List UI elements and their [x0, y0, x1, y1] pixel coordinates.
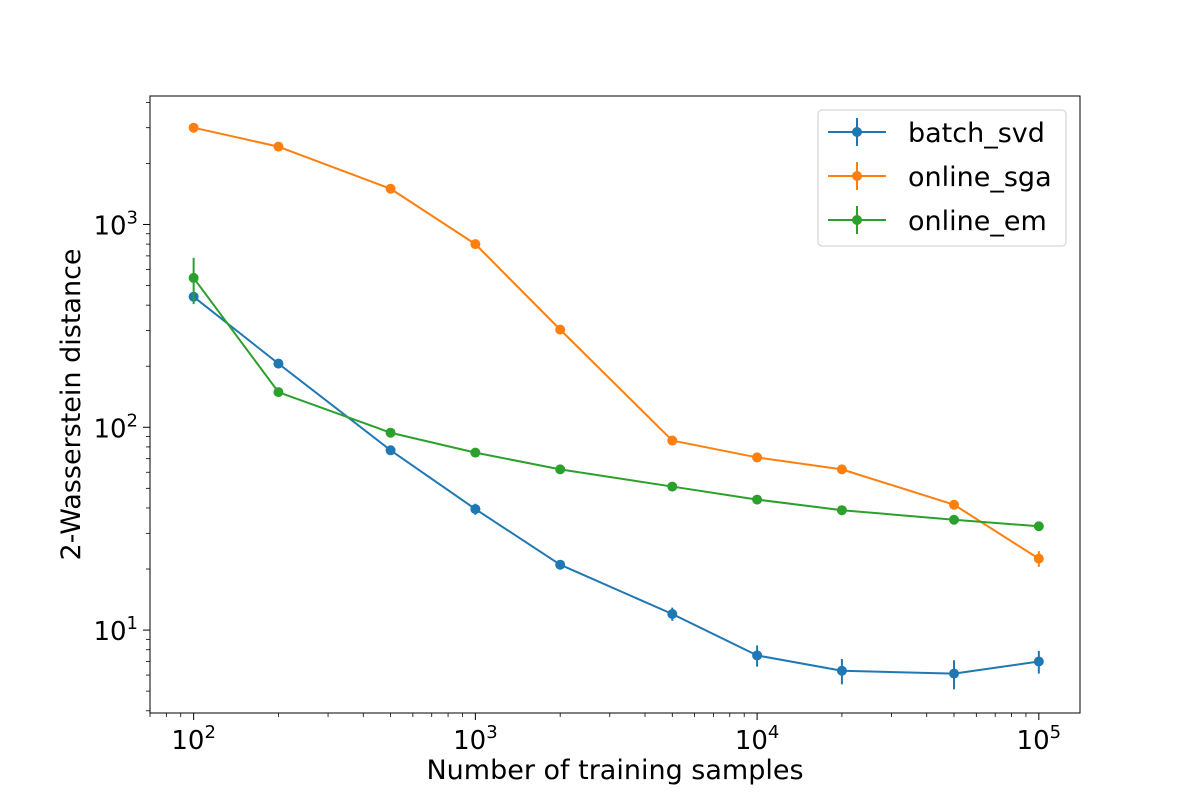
- data-point: [188, 122, 199, 133]
- data-point: [555, 559, 566, 570]
- data-point: [1033, 521, 1044, 532]
- series-line-online_em: [192, 277, 1039, 528]
- x-tick-label: 105: [1017, 722, 1062, 756]
- data-point: [273, 387, 284, 398]
- y-tick-base: 10: [93, 211, 126, 241]
- data-point: [273, 358, 284, 369]
- data-point: [949, 514, 960, 525]
- x-tick-base: 10: [453, 726, 486, 756]
- data-point: [385, 183, 396, 194]
- x-tick-exponent: 5: [1050, 722, 1061, 743]
- x-tick-label: 104: [735, 722, 780, 756]
- legend-marker: [852, 215, 862, 225]
- x-tick-exponent: 4: [768, 722, 779, 743]
- data-point: [385, 427, 396, 438]
- legend-label: batch_svd: [908, 118, 1045, 149]
- x-tick-base: 10: [171, 726, 204, 756]
- series-online_sga: [188, 122, 1044, 567]
- plot-series-layer: [188, 122, 1044, 690]
- x-tick-label: 102: [171, 722, 216, 756]
- y-tick-label: 103: [93, 207, 138, 241]
- y-tick-exponent: 1: [127, 613, 138, 634]
- data-point: [470, 504, 481, 515]
- y-axis-label: 2-Wasserstein distance: [56, 248, 87, 560]
- data-point: [752, 650, 763, 661]
- series-line-batch_svd: [193, 295, 1039, 675]
- series-batch_svd: [188, 291, 1044, 690]
- legend-item-online_sga: online_sga: [828, 162, 1052, 193]
- y-tick-exponent: 2: [127, 410, 138, 431]
- series-line-online_sga: [193, 126, 1040, 560]
- x-axis-label: Number of training samples: [426, 755, 803, 786]
- x-tick-base: 10: [735, 726, 768, 756]
- data-point: [470, 447, 481, 458]
- data-point: [949, 499, 960, 510]
- data-point: [752, 452, 763, 463]
- data-point: [1033, 553, 1044, 564]
- plot-frame: [149, 95, 1081, 714]
- data-point: [836, 464, 847, 475]
- data-point: [188, 272, 199, 283]
- x-tick-exponent: 3: [486, 722, 497, 743]
- legend-box: [817, 109, 1067, 247]
- y-tick-base: 10: [93, 414, 126, 444]
- x-tick-exponent: 2: [204, 722, 215, 743]
- y-tick-base: 10: [93, 617, 126, 647]
- data-point: [555, 464, 566, 475]
- legend-marker: [852, 171, 862, 181]
- legend-item-batch_svd: batch_svd: [828, 118, 1045, 149]
- data-point: [1033, 656, 1044, 667]
- legend-label: online_em: [908, 206, 1047, 237]
- data-point: [667, 435, 678, 446]
- x-axis-ticks: 102 103 104 105: [149, 713, 1062, 756]
- data-point: [555, 324, 566, 335]
- x-tick-base: 10: [1017, 726, 1050, 756]
- data-point: [949, 668, 960, 679]
- data-point: [385, 445, 396, 456]
- data-point: [836, 505, 847, 516]
- data-point: [667, 609, 678, 620]
- data-point: [273, 141, 284, 152]
- legend-item-online_em: online_em: [828, 206, 1047, 237]
- x-tick-label: 103: [453, 722, 498, 756]
- data-point: [836, 665, 847, 676]
- series-online_em: [188, 257, 1044, 532]
- data-point: [752, 494, 763, 505]
- y-tick-label: 102: [93, 410, 138, 444]
- y-tick-label: 101: [93, 613, 138, 647]
- legend-marker: [852, 127, 862, 137]
- legend: batch_svd online_sga online_em: [817, 109, 1067, 247]
- legend-label: online_sga: [908, 162, 1052, 193]
- data-point: [667, 481, 678, 492]
- data-point: [470, 239, 481, 250]
- y-tick-exponent: 3: [127, 207, 138, 228]
